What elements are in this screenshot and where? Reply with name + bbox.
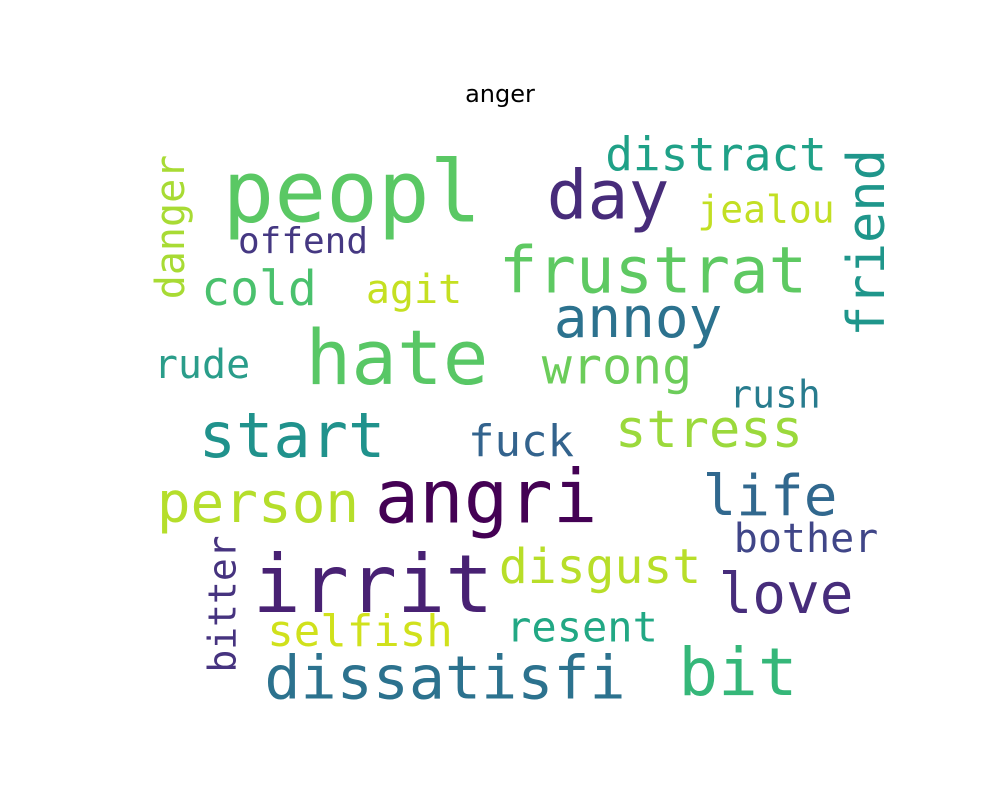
word-rude: rude (154, 342, 250, 388)
word-dissatisfi: dissatisfi (264, 644, 625, 714)
word-day: day (547, 157, 670, 236)
word-wrong: wrong (542, 338, 693, 396)
word-angri: angri (375, 455, 598, 541)
word-love: love (719, 562, 854, 627)
word-disgust: disgust (499, 539, 701, 595)
word-frustrat: frustrat (499, 235, 807, 309)
word-stress: stress (615, 400, 803, 460)
word-jealou: jealou (697, 188, 834, 232)
word-fuck: fuck (468, 416, 574, 467)
word-offend: offend (238, 221, 368, 262)
word-annoy: annoy (554, 286, 723, 351)
word-selfish: selfish (267, 606, 452, 657)
word-person: person (157, 471, 359, 536)
word-agit: agit (366, 267, 462, 313)
word-distract: distract (605, 128, 827, 182)
word-irrit: irrit (253, 538, 494, 631)
word-danger: danger (148, 155, 194, 300)
word-rush: rush (729, 373, 821, 417)
chart-title: anger (465, 80, 535, 108)
word-bother: bother (734, 516, 879, 562)
word-start: start (199, 399, 386, 472)
word-resent: resent (506, 603, 658, 652)
word-peopl: peopl (223, 142, 482, 242)
word-life: life (703, 464, 838, 529)
word-bit: bit (678, 634, 797, 711)
word-hate: hate (305, 313, 488, 402)
word-friend: friend (837, 149, 897, 337)
word-cold: cold (201, 261, 317, 317)
word-bitter: bitter (201, 535, 245, 672)
